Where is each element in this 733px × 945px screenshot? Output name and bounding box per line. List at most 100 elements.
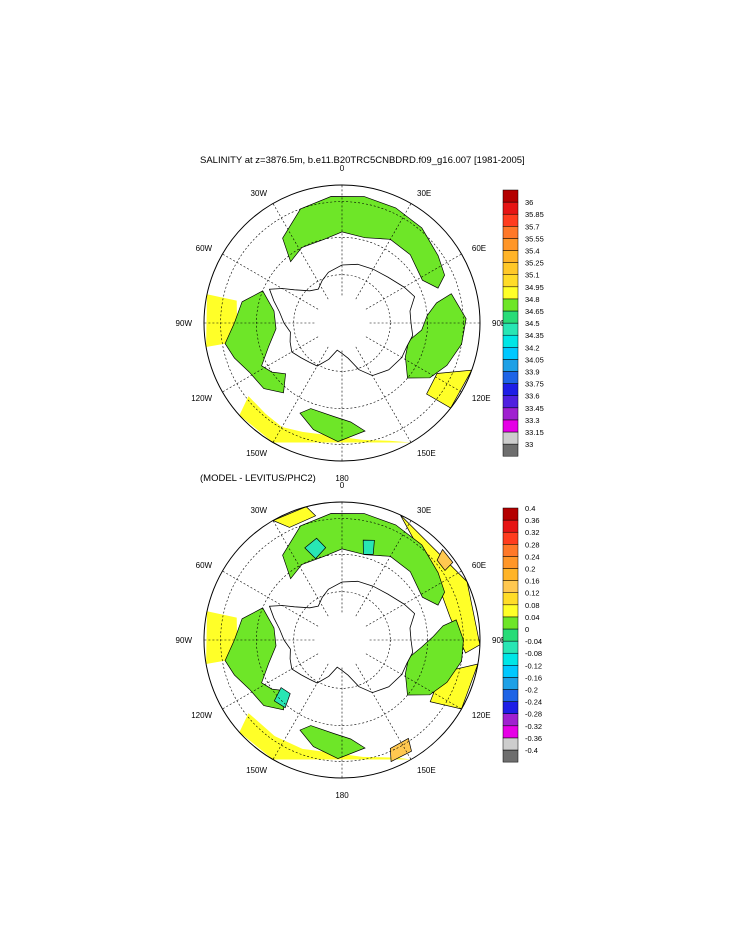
map-panel-difference: 0 30E 60E 90E 120E 150E 180 150W 120W 90W 60W 30W (176, 481, 507, 800)
longitude-label: 30W (251, 189, 268, 198)
colorbar-label: -0.16 (525, 673, 542, 682)
colorbar-swatch (502, 568, 519, 581)
longitude-label: 30E (417, 506, 431, 515)
colorbar-swatch (502, 640, 519, 654)
field-region (239, 713, 411, 760)
colorbar-difference: -0.4 -0.36 -0.32 -0.28 -0.24 -0.2 -0.16 -0.12 -0… (502, 504, 542, 763)
colorbar-label: 35.7 (525, 222, 540, 231)
meridian-line (272, 520, 329, 617)
longitude-label: 180 (335, 791, 349, 800)
colorbar-swatch (502, 201, 519, 215)
field-region (272, 506, 317, 528)
colorbar-label: -0.32 (525, 722, 542, 731)
colorbar-swatch (502, 665, 519, 678)
colorbar-swatch (502, 213, 519, 227)
longitude-label: 90W (176, 636, 193, 645)
colorbar-swatch (502, 592, 519, 606)
colorbar-swatch (502, 419, 519, 433)
meridian-line (222, 253, 319, 310)
field-region (224, 607, 286, 711)
colorbar-swatch (502, 407, 519, 421)
colorbar-swatch (502, 713, 519, 727)
colorbar-label: 34.35 (525, 331, 544, 340)
colorbar-swatch (502, 652, 519, 666)
colorbar-label: 33 (525, 440, 533, 449)
colorbar-swatch (502, 274, 519, 288)
colorbar-label: 0.08 (525, 601, 540, 610)
field-region (224, 290, 286, 394)
longitude-label: 60E (472, 561, 486, 570)
longitude-label: 150E (417, 449, 436, 458)
map-panel-salinity: 0 30E 60E 90E 120E 150E 180 150W 120W 90W 60W 30W (176, 164, 507, 483)
colorbar-swatch (502, 616, 519, 630)
colorbar-label: 34.65 (525, 307, 544, 316)
colorbar-label: 0.04 (525, 613, 540, 622)
colorbar-swatch (502, 580, 519, 593)
meridian-line (272, 203, 329, 300)
field-region (299, 725, 366, 759)
colorbar-label: -0.04 (525, 637, 542, 646)
colorbar-swatch (502, 383, 519, 396)
colorbar-label: 0.2 (525, 565, 535, 574)
colorbar-label: 0.24 (525, 552, 540, 561)
colorbar-swatch (502, 701, 519, 714)
longitude-label: 30E (417, 189, 431, 198)
field-region (426, 369, 473, 409)
colorbar-label: 0.4 (525, 504, 535, 513)
field-region (405, 293, 467, 379)
meridian-line (355, 520, 412, 617)
colorbar-label: 33.6 (525, 392, 540, 401)
longitude-label: 150W (246, 449, 267, 458)
colorbar-label: 34.8 (525, 295, 540, 304)
colorbar-label: 0.36 (525, 516, 540, 525)
longitude-label: 0 (340, 481, 345, 490)
longitude-label: 120W (191, 711, 212, 720)
antarctica-coastline (268, 263, 416, 377)
colorbar-swatch (502, 544, 519, 557)
meridian-line (222, 570, 319, 627)
colorbar-swatch (502, 395, 519, 409)
meridian-line (355, 203, 412, 300)
colorbar-swatch (502, 310, 519, 324)
colorbar-label: 33.75 (525, 380, 544, 389)
colorbar-swatch (502, 556, 519, 569)
colorbar-swatch (502, 431, 519, 445)
colorbar-label: 34.2 (525, 343, 540, 352)
field-region (389, 737, 412, 763)
field-region (282, 513, 445, 606)
colorbar-swatch (502, 443, 519, 457)
colorbar-swatch (502, 507, 519, 521)
colorbar-swatch (502, 677, 519, 690)
longitude-label: 90E (492, 319, 506, 328)
map-border (203, 501, 481, 779)
longitude-label: 60W (196, 561, 213, 570)
field-shading (206, 196, 473, 443)
panel2-title: (MODEL - LEVITUS/PHC2) (200, 473, 316, 484)
colorbar-label: 0 (525, 625, 529, 634)
colorbar-swatch (502, 226, 519, 239)
longitude-label: 60E (472, 244, 486, 253)
field-region (436, 548, 454, 572)
colorbar-swatch (502, 604, 519, 618)
longitude-label: 120E (472, 711, 491, 720)
colorbar-label: 35.4 (525, 247, 540, 256)
colorbar-swatch (502, 359, 519, 372)
colorbar-label: 35.1 (525, 271, 540, 280)
colorbar-swatch (502, 689, 519, 702)
colorbar-label: -0.4 (525, 746, 538, 755)
colorbar-swatch (502, 737, 519, 751)
map-border (203, 184, 481, 462)
colorbar-label: -0.36 (525, 734, 542, 743)
colorbar-swatch (502, 334, 519, 348)
longitude-label: 30W (251, 506, 268, 515)
longitude-label: 60W (196, 244, 213, 253)
colorbar-swatch (502, 262, 519, 275)
meridian-line (222, 336, 319, 393)
colorbar-swatch (502, 322, 519, 336)
colorbar-label: -0.24 (525, 698, 542, 707)
colorbar-swatch (502, 628, 519, 642)
colorbar-swatch (502, 250, 519, 263)
colorbar-label: 33.3 (525, 416, 540, 425)
colorbar-label: 34.05 (525, 355, 544, 364)
colorbar-salinity: 33 33.15 33.3 33.45 33.6 33.75 33.9 34.05 34.2 34… (502, 189, 544, 457)
